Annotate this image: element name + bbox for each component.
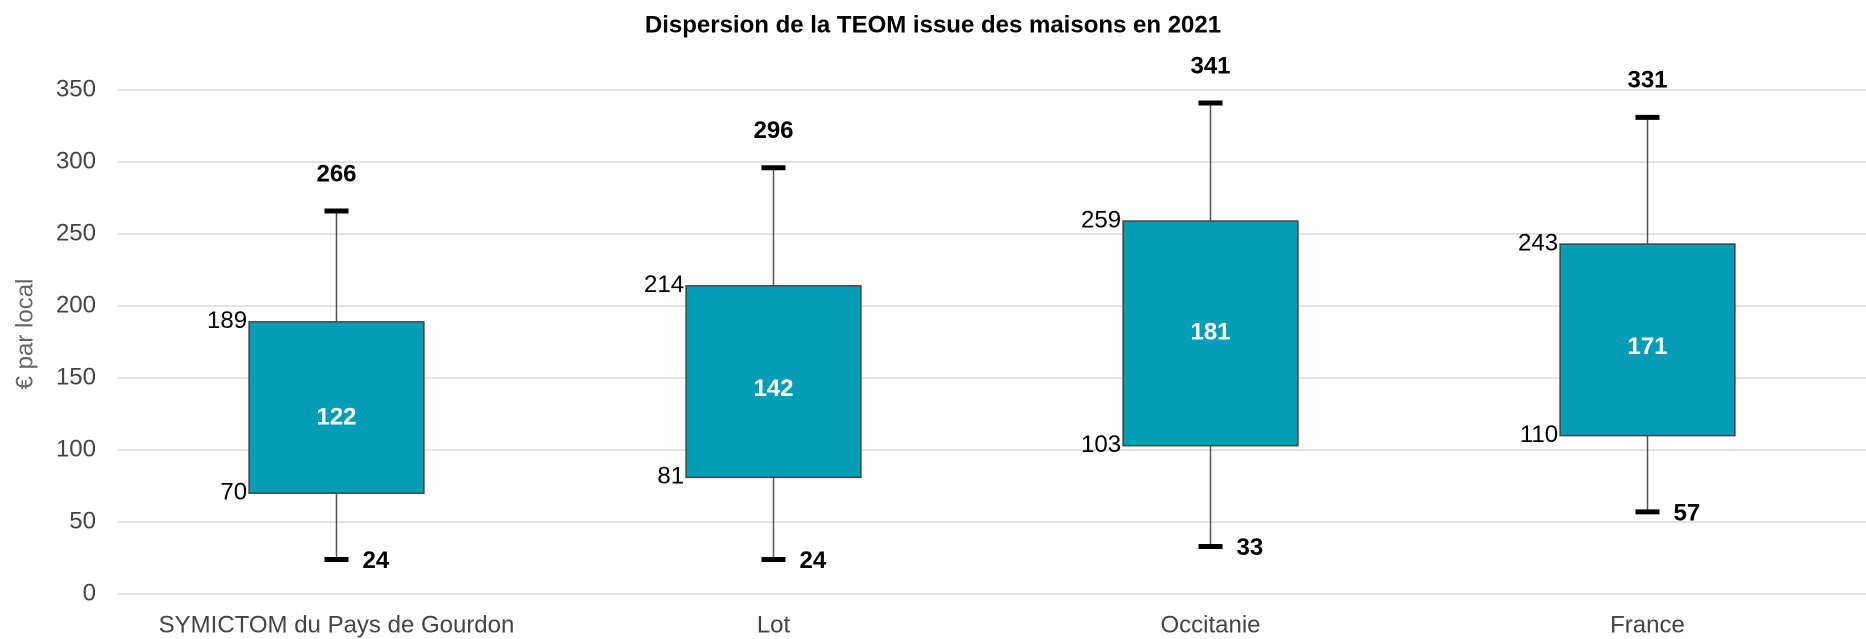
- y-tick-label: 0: [83, 579, 96, 606]
- box: [1559, 243, 1736, 437]
- y-tick-label: 100: [56, 435, 96, 462]
- min-label: 24: [800, 547, 827, 574]
- q3-label: 259: [1081, 206, 1121, 233]
- x-tick-label: Lot: [757, 611, 791, 638]
- q3-label: 189: [207, 307, 247, 334]
- box: [248, 321, 425, 494]
- median-label: 122: [316, 404, 356, 431]
- q3-label: 243: [1518, 229, 1558, 256]
- y-tick-label: 50: [69, 507, 96, 534]
- median-label: 181: [1190, 319, 1230, 346]
- max-label: 296: [753, 117, 793, 144]
- y-axis-label: € par local: [11, 279, 38, 390]
- y-tick-label: 350: [56, 75, 96, 102]
- min-label: 57: [1674, 499, 1701, 526]
- max-label: 341: [1190, 52, 1230, 79]
- min-label: 33: [1237, 534, 1264, 561]
- x-tick-label: Occitanie: [1160, 611, 1260, 638]
- q3-label: 214: [644, 271, 684, 298]
- y-tick-label: 300: [56, 147, 96, 174]
- box: [1122, 220, 1299, 447]
- y-tick-label: 250: [56, 219, 96, 246]
- chart-title: Dispersion de la TEOM issue des maisons …: [645, 11, 1221, 38]
- q1-label: 81: [657, 463, 684, 490]
- min-label: 24: [363, 547, 390, 574]
- q1-label: 103: [1081, 431, 1121, 458]
- y-tick-label: 150: [56, 363, 96, 390]
- x-tick-label: France: [1610, 611, 1685, 638]
- box: [685, 285, 862, 479]
- median-label: 171: [1627, 333, 1667, 360]
- x-tick-label: SYMICTOM du Pays de Gourdon: [159, 611, 515, 638]
- q1-label: 70: [220, 479, 247, 506]
- q1-label: 110: [1520, 421, 1558, 448]
- max-label: 266: [316, 160, 356, 187]
- median-label: 142: [753, 375, 793, 402]
- y-tick-label: 200: [56, 291, 96, 318]
- max-label: 331: [1627, 67, 1667, 94]
